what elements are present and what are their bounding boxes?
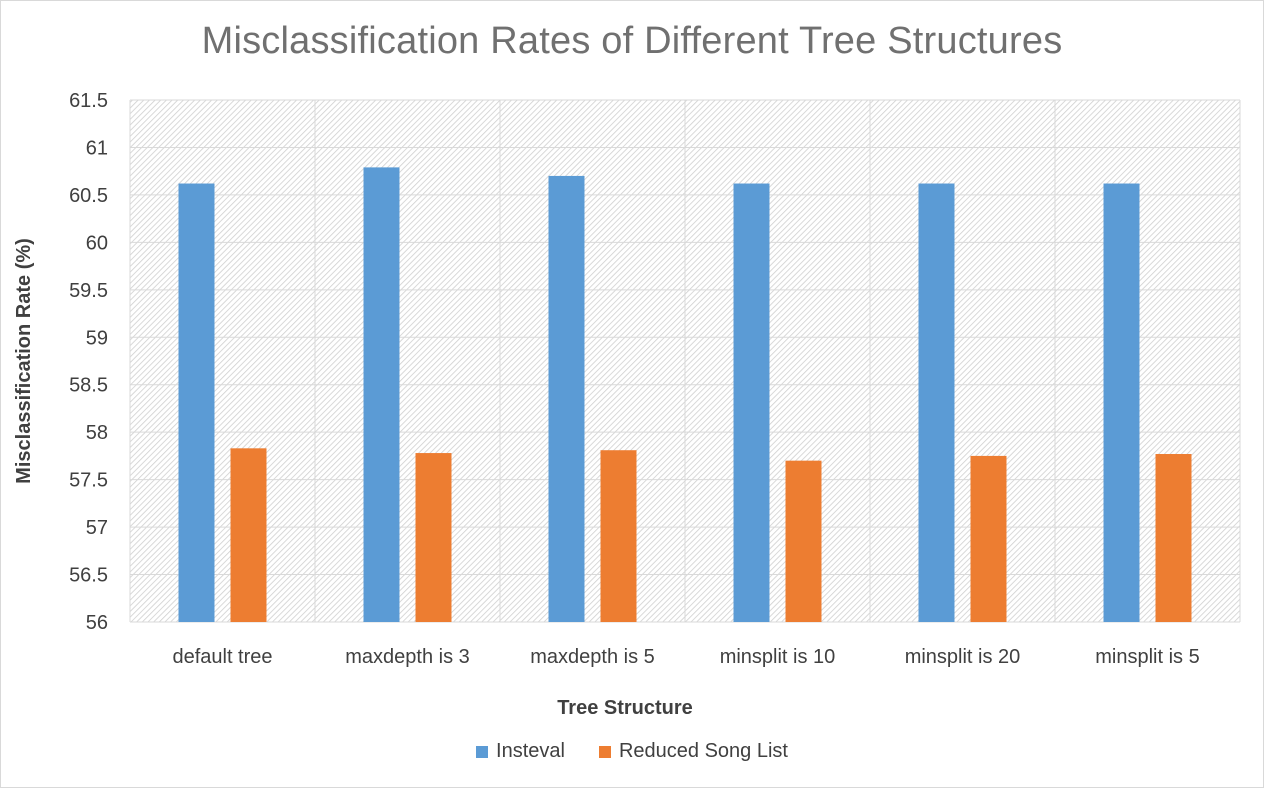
bar-insteval <box>363 167 400 623</box>
y-tick-label: 61.5 <box>69 90 108 112</box>
bar-insteval <box>733 183 770 622</box>
legend-item-insteval: Insteval <box>476 740 565 763</box>
legend-label-reduced-song-list: Reduced Song List <box>618 740 788 762</box>
bar-insteval <box>178 183 215 622</box>
y-tick-label: 60.5 <box>69 185 108 207</box>
y-axis-title: Misclassification Rate (%) <box>13 238 35 484</box>
bar-reduced-song-list <box>230 448 267 622</box>
x-tick-label: maxdepth is 5 <box>530 646 655 668</box>
x-tick-label: minsplit is 5 <box>1095 646 1199 668</box>
x-tick-label: minsplit is 10 <box>720 646 836 668</box>
bar-insteval <box>1103 183 1140 622</box>
chart-title: Misclassification Rates of Different Tre… <box>201 20 1063 62</box>
bar-insteval <box>918 183 955 622</box>
y-tick-label: 60 <box>86 232 108 254</box>
x-tick-label: default tree <box>172 646 272 668</box>
bar-insteval <box>548 175 585 622</box>
x-axis-ticks: default tree maxdepth is 3 maxdepth is 5 mi… <box>172 646 1199 668</box>
bar-reduced-song-list <box>1155 454 1192 622</box>
bar-reduced-song-list <box>600 450 637 622</box>
bar-reduced-song-list <box>785 460 822 622</box>
y-tick-label: 59 <box>86 327 108 349</box>
bar-reduced-song-list <box>415 453 452 622</box>
x-axis-title: Tree Structure <box>557 697 693 719</box>
x-tick-label: minsplit is 20 <box>905 646 1021 668</box>
y-tick-label: 57.5 <box>69 470 108 492</box>
legend-label-insteval: Insteval <box>496 740 565 762</box>
y-tick-label: 56 <box>86 612 108 634</box>
y-tick-label: 57 <box>86 517 108 539</box>
legend: Insteval Reduced Song List <box>0 740 1264 763</box>
x-tick-label: maxdepth is 3 <box>345 646 470 668</box>
y-tick-label: 61 <box>86 137 108 159</box>
legend-item-reduced-song-list: Reduced Song List <box>598 740 788 763</box>
legend-swatch-insteval <box>476 745 489 758</box>
bar-reduced-song-list <box>970 455 1007 622</box>
y-tick-label: 58 <box>86 422 108 444</box>
y-tick-label: 58.5 <box>69 375 108 397</box>
y-tick-label: 56.5 <box>69 565 108 587</box>
gridlines <box>129 99 1241 623</box>
legend-swatch-reduced-song-list <box>598 745 611 758</box>
bars <box>178 167 1192 623</box>
y-axis-ticks: 56 56.5 57 57.5 58 58.5 59 59.5 60 60.5 61 61.5 <box>69 90 108 634</box>
y-tick-label: 59.5 <box>69 280 108 302</box>
